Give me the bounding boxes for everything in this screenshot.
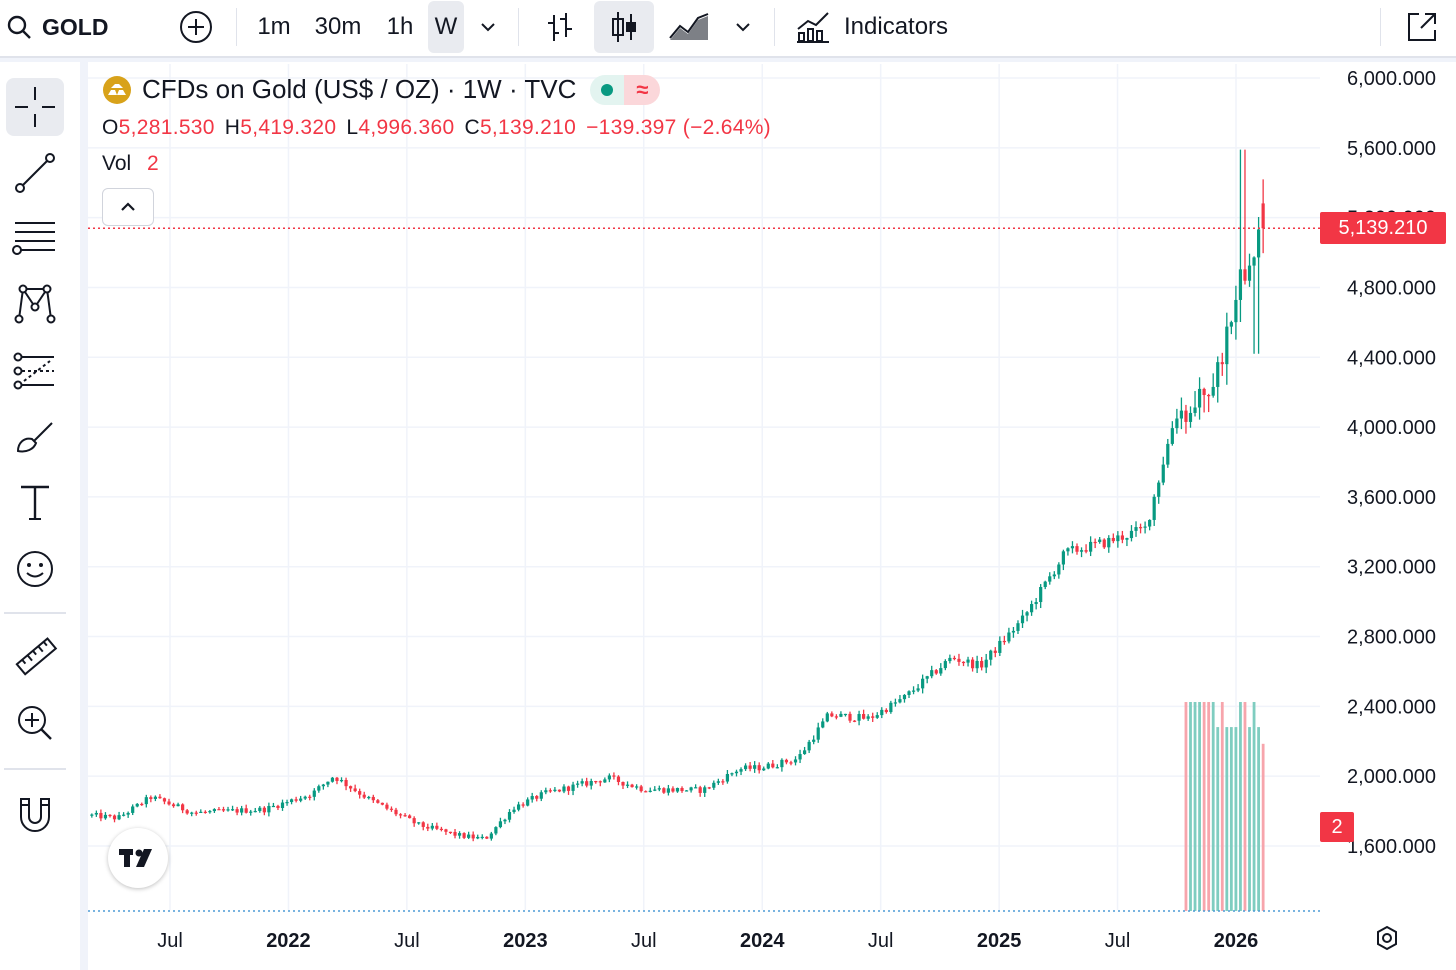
zoom-in-icon: [18, 706, 52, 740]
toolbar-divider: [1380, 8, 1381, 46]
search-icon: [7, 15, 31, 39]
toolbar-divider: [774, 8, 775, 46]
bar-chart-type-button[interactable]: [538, 0, 582, 54]
interval-1m[interactable]: 1m: [257, 13, 291, 40]
fib-lines-icon: [12, 222, 55, 255]
pattern-tool[interactable]: [6, 274, 64, 332]
measure-tool[interactable]: [6, 628, 64, 686]
fib-tool[interactable]: [6, 208, 64, 266]
chevron-down-icon: [481, 23, 495, 32]
interval-dropdown[interactable]: [472, 0, 504, 54]
brush-tool[interactable]: [6, 408, 64, 466]
trend-line-tool[interactable]: [6, 144, 64, 202]
magnet-icon: [20, 798, 50, 832]
candle-chart-type-button[interactable]: [594, 1, 654, 53]
tradingview-logo[interactable]: [108, 828, 168, 888]
legend-title: CFDs on Gold (US$ / OZ) · 1W · TVC: [142, 74, 577, 104]
ohlc-values: O5,281.530 H5,419.320 L4,996.360 C5,139.210…: [102, 116, 781, 140]
toolbar-divider: [4, 612, 66, 614]
chevron-up-icon: [121, 202, 135, 211]
ruler-icon: [15, 637, 58, 676]
open-external-icon: [1408, 13, 1436, 41]
change-value: −139.397 (−2.64%): [586, 116, 771, 139]
text-icon: [21, 485, 49, 520]
magnet-tool[interactable]: [6, 784, 64, 842]
gold-bars-icon: [103, 75, 131, 104]
axis-settings-button[interactable]: [1372, 922, 1402, 954]
open-value: 5,281.530: [118, 116, 215, 139]
top-toolbar: GOLD 1m 30m 1h W Indicators: [0, 0, 1456, 58]
settings-icon: [1377, 925, 1397, 951]
indicators-button[interactable]: Indicators: [796, 0, 960, 54]
interval-w[interactable]: W: [428, 1, 464, 53]
delayed-data-icon: ≈: [624, 74, 661, 105]
area-chart-icon: [669, 13, 709, 40]
toolbar-divider: [518, 8, 519, 46]
symbol-legend[interactable]: CFDs on Gold (US$ / OZ) · 1W · TVC ≈: [102, 74, 661, 105]
bars-icon: [548, 13, 572, 41]
collapse-legend-button[interactable]: [102, 188, 154, 226]
low-value: 4,996.360: [358, 116, 455, 139]
crosshair-tool[interactable]: [6, 78, 64, 136]
volume-tag: 2: [1320, 812, 1354, 842]
close-value: 5,139.210: [479, 116, 577, 139]
interval-30m[interactable]: 30m: [314, 13, 362, 40]
zoom-tool[interactable]: [6, 694, 64, 752]
emoji-tool[interactable]: [6, 540, 64, 598]
indicators-icon: [797, 12, 829, 43]
volume-value: 2: [147, 152, 159, 175]
pattern-icon: [14, 284, 56, 324]
symbol-label: GOLD: [42, 13, 109, 40]
forecast-icon: [13, 352, 54, 390]
candles-icon: [612, 12, 636, 42]
market-open-dot: [590, 74, 625, 105]
high-value: 5,419.320: [240, 116, 337, 139]
market-status-badge[interactable]: ≈: [590, 74, 661, 105]
trend-line-icon: [15, 153, 55, 193]
indicators-label: Indicators: [844, 13, 949, 40]
symbol-search[interactable]: GOLD: [6, 0, 116, 54]
low-label: L: [346, 116, 359, 139]
open-label: O: [102, 116, 119, 139]
toolbar-divider: [4, 768, 66, 770]
crosshair-icon: [15, 87, 55, 127]
close-label: C: [464, 116, 480, 139]
chart-type-dropdown[interactable]: [728, 0, 758, 54]
toolbar-divider: [236, 8, 237, 46]
chart-pane[interactable]: [88, 62, 1456, 970]
volume-label: Vol: [102, 152, 132, 175]
high-label: H: [224, 116, 241, 139]
brush-icon: [16, 422, 53, 453]
text-tool[interactable]: [6, 474, 64, 532]
interval-1h[interactable]: 1h: [386, 13, 414, 40]
smiley-icon: [17, 551, 53, 587]
area-chart-type-button[interactable]: [666, 0, 712, 54]
plus-circle-icon: [180, 11, 212, 43]
current-price-tag: 5,139.210: [1320, 212, 1446, 244]
tv-logo-icon: [119, 849, 152, 867]
fullscreen-button[interactable]: [1400, 0, 1444, 54]
forecast-tool[interactable]: [6, 342, 64, 400]
drawing-toolbar: [0, 62, 80, 970]
compare-add-button[interactable]: [176, 0, 216, 54]
volume-legend[interactable]: Vol 2: [102, 152, 159, 176]
chevron-down-icon: [736, 23, 750, 32]
